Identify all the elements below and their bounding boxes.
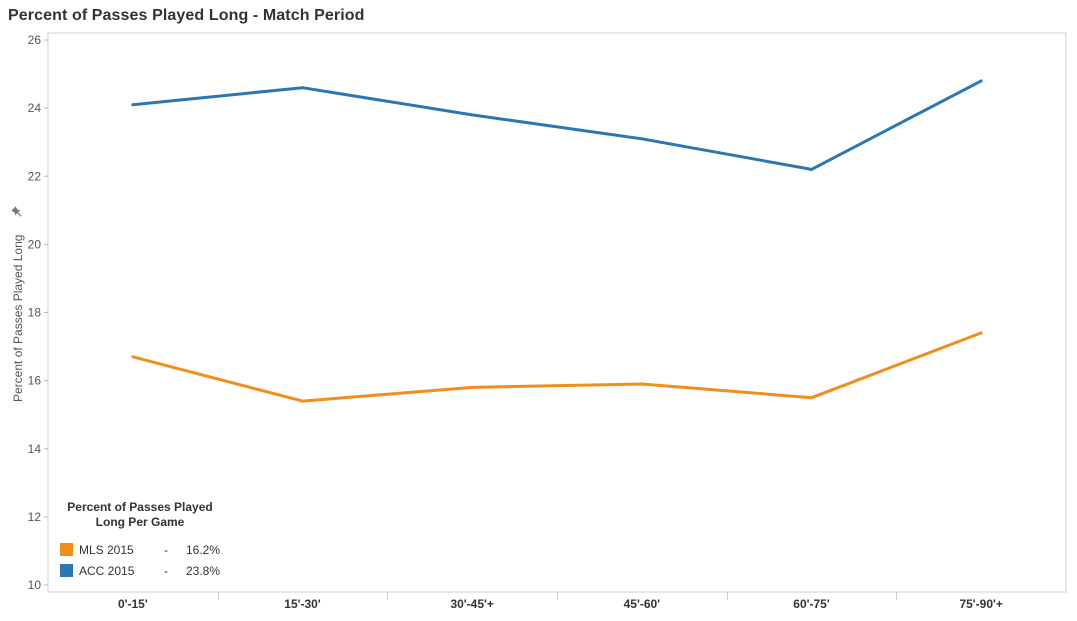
legend-item-acc[interactable]: ACC 2015 - 23.8%	[60, 560, 220, 581]
legend-swatch-acc	[60, 564, 73, 577]
legend-title: Percent of Passes Played Long Per Game	[67, 500, 213, 529]
data-point-mls[interactable]	[979, 331, 983, 335]
legend-item-mls[interactable]: MLS 2015 - 16.2%	[60, 539, 220, 560]
y-tick-label: 14	[28, 442, 42, 456]
x-tick-label: 75'-90'+	[959, 597, 1002, 611]
data-point-mls[interactable]	[301, 399, 304, 403]
y-tick-label: 24	[28, 101, 42, 115]
data-point-acc[interactable]	[640, 137, 644, 141]
data-point-mls[interactable]	[470, 385, 474, 389]
data-point-acc[interactable]	[470, 113, 474, 117]
x-tick-label: 60'-75'	[793, 597, 830, 611]
x-tick-label: 45'-60'	[624, 597, 661, 611]
legend-value-mls: 16.2%	[186, 542, 221, 557]
legend-label-mls: MLS 2015	[79, 542, 134, 557]
data-point-acc[interactable]	[301, 86, 304, 90]
legend-swatch-mls	[60, 543, 73, 556]
y-tick-label: 10	[28, 578, 42, 592]
y-tick-label: 26	[28, 33, 42, 47]
x-tick-label: 30'-45'+	[450, 597, 493, 611]
data-point-mls[interactable]	[810, 396, 813, 400]
legend-value-acc: 23.8%	[186, 563, 221, 578]
legend: Percent of Passes Played Long Per Game M…	[60, 500, 220, 581]
x-tick-label: 15'-30'	[284, 597, 321, 611]
legend-label-acc: ACC 2015	[79, 563, 135, 578]
data-point-mls[interactable]	[640, 382, 644, 386]
y-tick-label: 22	[28, 169, 42, 183]
y-tick-label: 16	[28, 374, 42, 388]
y-axis-title: Percent of Passes Played Long	[11, 235, 25, 402]
y-tick-label: 18	[28, 306, 42, 320]
x-tick-label: 0'-15'	[118, 597, 148, 611]
chart-title: Percent of Passes Played Long - Match Pe…	[8, 7, 365, 24]
series-line-acc[interactable]	[132, 79, 982, 171]
data-point-acc[interactable]	[979, 79, 983, 83]
data-point-acc[interactable]	[131, 103, 135, 107]
legend-dash-acc: -	[164, 563, 168, 578]
data-point-acc[interactable]	[810, 167, 813, 171]
y-tick-label: 20	[28, 237, 42, 251]
series-line-mls[interactable]	[132, 331, 982, 403]
data-point-mls[interactable]	[131, 355, 135, 359]
legend-dash-mls: -	[164, 542, 168, 557]
y-tick-label: 12	[28, 510, 42, 524]
pin-icon[interactable]	[11, 206, 24, 219]
